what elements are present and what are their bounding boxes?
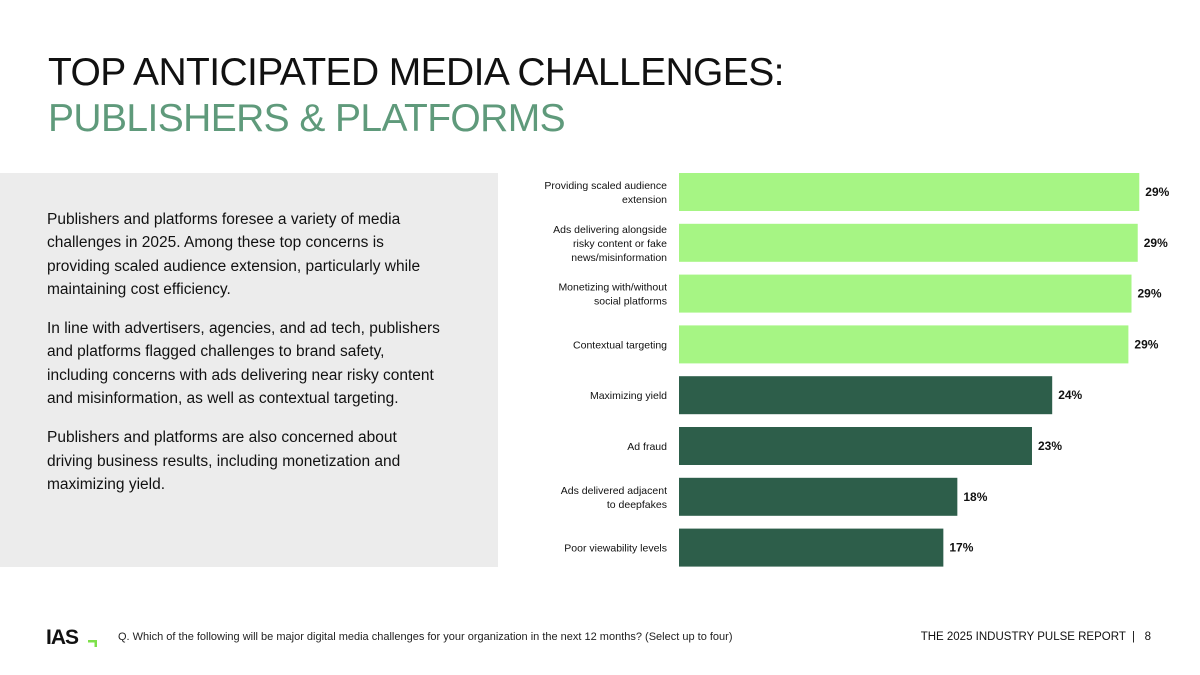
bar [679, 173, 1140, 211]
title-line-1: TOP ANTICIPATED MEDIA CHALLENGES: [48, 51, 784, 94]
category-label: Poor viewability levels [564, 543, 667, 555]
category-label: Maximizing yield [590, 390, 667, 402]
title-line-2: PUBLISHERS & PLATFORMS [48, 97, 566, 140]
category-label: Providing scaled audience extension [544, 180, 667, 206]
bar [679, 325, 1129, 364]
bar [679, 223, 1138, 262]
bar [679, 274, 1132, 313]
body-text: Publishers and platforms foresee a varie… [47, 208, 442, 512]
report-page-label: THE 2025 INDUSTRY PULSE REPORT | 8 [920, 631, 1151, 643]
survey-question: Q. Which of the following will be major … [118, 631, 733, 643]
data-label: 23% [1038, 439, 1062, 453]
text-panel [0, 173, 498, 567]
paragraph: Publishers and platforms are also concer… [47, 429, 401, 493]
category-label: Contextual targeting [573, 339, 667, 351]
data-label: 29% [1134, 337, 1158, 351]
logo-mark-icon [88, 640, 97, 647]
data-label: 29% [1145, 185, 1169, 199]
category-label: Ads delivering alongside risky content or… [553, 224, 667, 264]
category-label: Monetizing with/without social platforms [558, 282, 667, 308]
paragraph: Publishers and platforms foresee a varie… [47, 211, 421, 298]
data-label: 29% [1144, 236, 1168, 250]
page-title: TOP ANTICIPATED MEDIA CHALLENGES: PUBLIS… [48, 50, 784, 142]
paragraph: In line with advertisers, agencies, and … [47, 320, 440, 408]
bar [679, 477, 958, 516]
ias-logo: IAS [46, 626, 79, 649]
data-label: 18% [963, 490, 987, 504]
bar [679, 376, 1053, 415]
bar [679, 427, 1032, 465]
bar [679, 528, 944, 567]
category-label: Ad fraud [627, 441, 667, 453]
data-label: 29% [1138, 287, 1162, 301]
category-label: Ads delivered adjacent to deepfakes [561, 485, 667, 511]
data-label: 24% [1058, 388, 1082, 402]
data-label: 17% [949, 541, 973, 555]
